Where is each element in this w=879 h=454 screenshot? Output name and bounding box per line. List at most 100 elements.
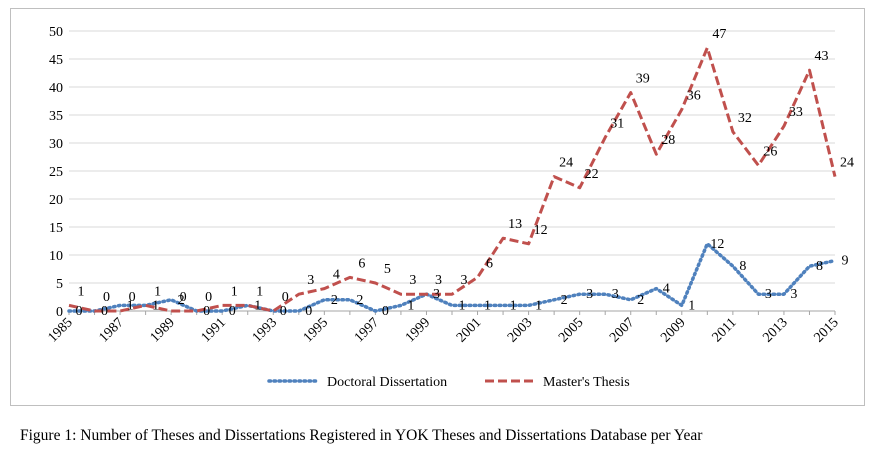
y-tick-label-15: 15 — [49, 221, 63, 236]
data-label-s1-1994: 3 — [307, 273, 314, 288]
data-label-s0-2011: 8 — [739, 259, 746, 274]
x-tick-label-2001: 2001 — [454, 315, 484, 345]
data-label-s0-1998: 1 — [407, 298, 414, 313]
data-label-s0-1992: 1 — [254, 298, 261, 313]
data-label-s1-2008: 28 — [661, 133, 675, 148]
data-label-s0-1999: 3 — [433, 287, 440, 302]
x-tick-label-1991: 1991 — [199, 315, 229, 345]
x-tick-label-2013: 2013 — [760, 315, 790, 345]
data-label-s0-2000: 1 — [459, 298, 466, 313]
data-label-s0-1993: 0 — [280, 304, 287, 319]
data-label-s0-1996: 2 — [356, 293, 363, 308]
data-label-s0-2015: 9 — [842, 254, 849, 269]
chart-frame: 0 5 10 15 20 25 30 35 40 45 50 1985 1987 1989 1991 1993… — [10, 8, 865, 406]
x-tick-label-1987: 1987 — [96, 315, 126, 345]
series-line-0 — [67, 242, 837, 313]
data-label-s1-2015: 24 — [840, 156, 854, 171]
data-label-s1-1999: 3 — [435, 273, 442, 288]
data-label-s1-2011: 32 — [738, 111, 752, 126]
y-tick-label-20: 20 — [49, 193, 63, 208]
data-label-s0-1988: 1 — [152, 298, 159, 313]
y-tick-label-10: 10 — [49, 249, 63, 264]
data-label-s0-1995: 2 — [331, 293, 338, 308]
x-tick-label-2003: 2003 — [505, 315, 535, 345]
data-label-s1-2014: 43 — [814, 49, 828, 64]
data-label-s0-2006: 3 — [612, 287, 619, 302]
data-label-s0-2005: 3 — [586, 287, 593, 302]
y-tick-label-25: 25 — [49, 165, 63, 180]
grid-lines — [69, 30, 835, 284]
figure-caption: Figure 1: Number of Theses and Dissertat… — [20, 427, 703, 444]
data-label-s1-1985: 1 — [78, 284, 85, 299]
data-label-s1-1993: 0 — [282, 290, 289, 305]
data-label-s1-2013: 33 — [789, 105, 803, 120]
data-label-s0-2012: 3 — [765, 287, 772, 302]
y-tick-label-5: 5 — [56, 277, 63, 292]
y-tick-label-35: 35 — [49, 109, 63, 124]
data-label-s1-1995: 4 — [333, 268, 340, 283]
data-label-s0-1994: 0 — [305, 304, 312, 319]
data-label-s0-1991: 0 — [229, 304, 236, 319]
data-label-s1-1987: 0 — [129, 290, 136, 305]
data-label-s0-2008: 4 — [663, 282, 670, 297]
data-label-s0-1997: 0 — [382, 304, 389, 319]
data-label-s1-1990: 0 — [205, 290, 212, 305]
data-label-s0-1989: 2 — [178, 293, 185, 308]
data-label-s1-1996: 6 — [358, 256, 365, 271]
x-tick-label-2005: 2005 — [556, 315, 586, 345]
x-tick-label-1985: 1985 — [45, 315, 75, 345]
x-tick-label-1999: 1999 — [403, 315, 433, 345]
data-label-s1-2001: 6 — [486, 256, 493, 271]
x-tick-label-1995: 1995 — [301, 315, 331, 345]
data-label-s1-2007: 39 — [636, 72, 650, 87]
data-label-s1-1998: 3 — [409, 273, 416, 288]
data-label-s1-2005: 22 — [585, 167, 599, 182]
series-lines — [67, 46, 837, 313]
data-label-s1-1988: 1 — [154, 284, 161, 299]
data-label-s1-1986: 0 — [103, 290, 110, 305]
data-label-s0-1986: 0 — [101, 304, 108, 319]
data-label-s1-2000: 3 — [461, 273, 468, 288]
data-label-s1-1992: 1 — [256, 284, 263, 299]
data-label-s1-1997: 5 — [384, 262, 391, 277]
data-label-s0-1985: 0 — [76, 304, 83, 319]
data-label-s1-1991: 1 — [231, 284, 238, 299]
series-line-1 — [68, 46, 837, 313]
data-label-s1-1989: 0 — [180, 290, 187, 305]
legend: Doctoral Dissertation Master's Thesis — [267, 375, 630, 390]
x-tick-label-1997: 1997 — [352, 315, 382, 345]
data-label-s1-2004: 24 — [559, 156, 573, 171]
data-label-s0-1987: 1 — [127, 298, 134, 313]
data-label-s1-2012: 26 — [763, 144, 777, 159]
data-label-s0-2004: 2 — [561, 293, 568, 308]
y-tick-label-30: 30 — [49, 137, 63, 152]
data-label-s1-2006: 31 — [610, 116, 624, 131]
data-label-s0-1990: 0 — [203, 304, 210, 319]
data-label-s0-2001: 1 — [484, 298, 491, 313]
data-label-s1-2002: 13 — [508, 217, 522, 232]
data-label-s1-2010: 47 — [712, 27, 726, 42]
y-tick-label-50: 50 — [49, 25, 63, 40]
y-tick-label-45: 45 — [49, 53, 63, 68]
legend-label-0: Doctoral Dissertation — [327, 375, 447, 390]
data-label-s0-2007: 2 — [637, 293, 644, 308]
x-tick-label-2011: 2011 — [710, 315, 740, 345]
data-label-s1-2003: 12 — [534, 223, 548, 238]
x-tick-label-1989: 1989 — [148, 315, 178, 345]
data-label-s0-2003: 1 — [535, 298, 542, 313]
data-label-s0-2010: 12 — [710, 237, 724, 252]
x-tick-label-2009: 2009 — [658, 315, 688, 345]
y-tick-label-40: 40 — [49, 81, 63, 96]
x-tick-label-2015: 2015 — [811, 315, 841, 345]
x-tick-label-2007: 2007 — [607, 315, 637, 345]
x-tick-label-1993: 1993 — [250, 315, 280, 345]
data-label-s0-2002: 1 — [510, 298, 517, 313]
legend-label-1: Master's Thesis — [543, 375, 630, 390]
data-label-s1-2009: 36 — [687, 88, 701, 103]
data-label-s0-2013: 3 — [790, 287, 797, 302]
y-tick-label-0: 0 — [56, 305, 63, 320]
data-label-s0-2009: 1 — [688, 298, 695, 313]
